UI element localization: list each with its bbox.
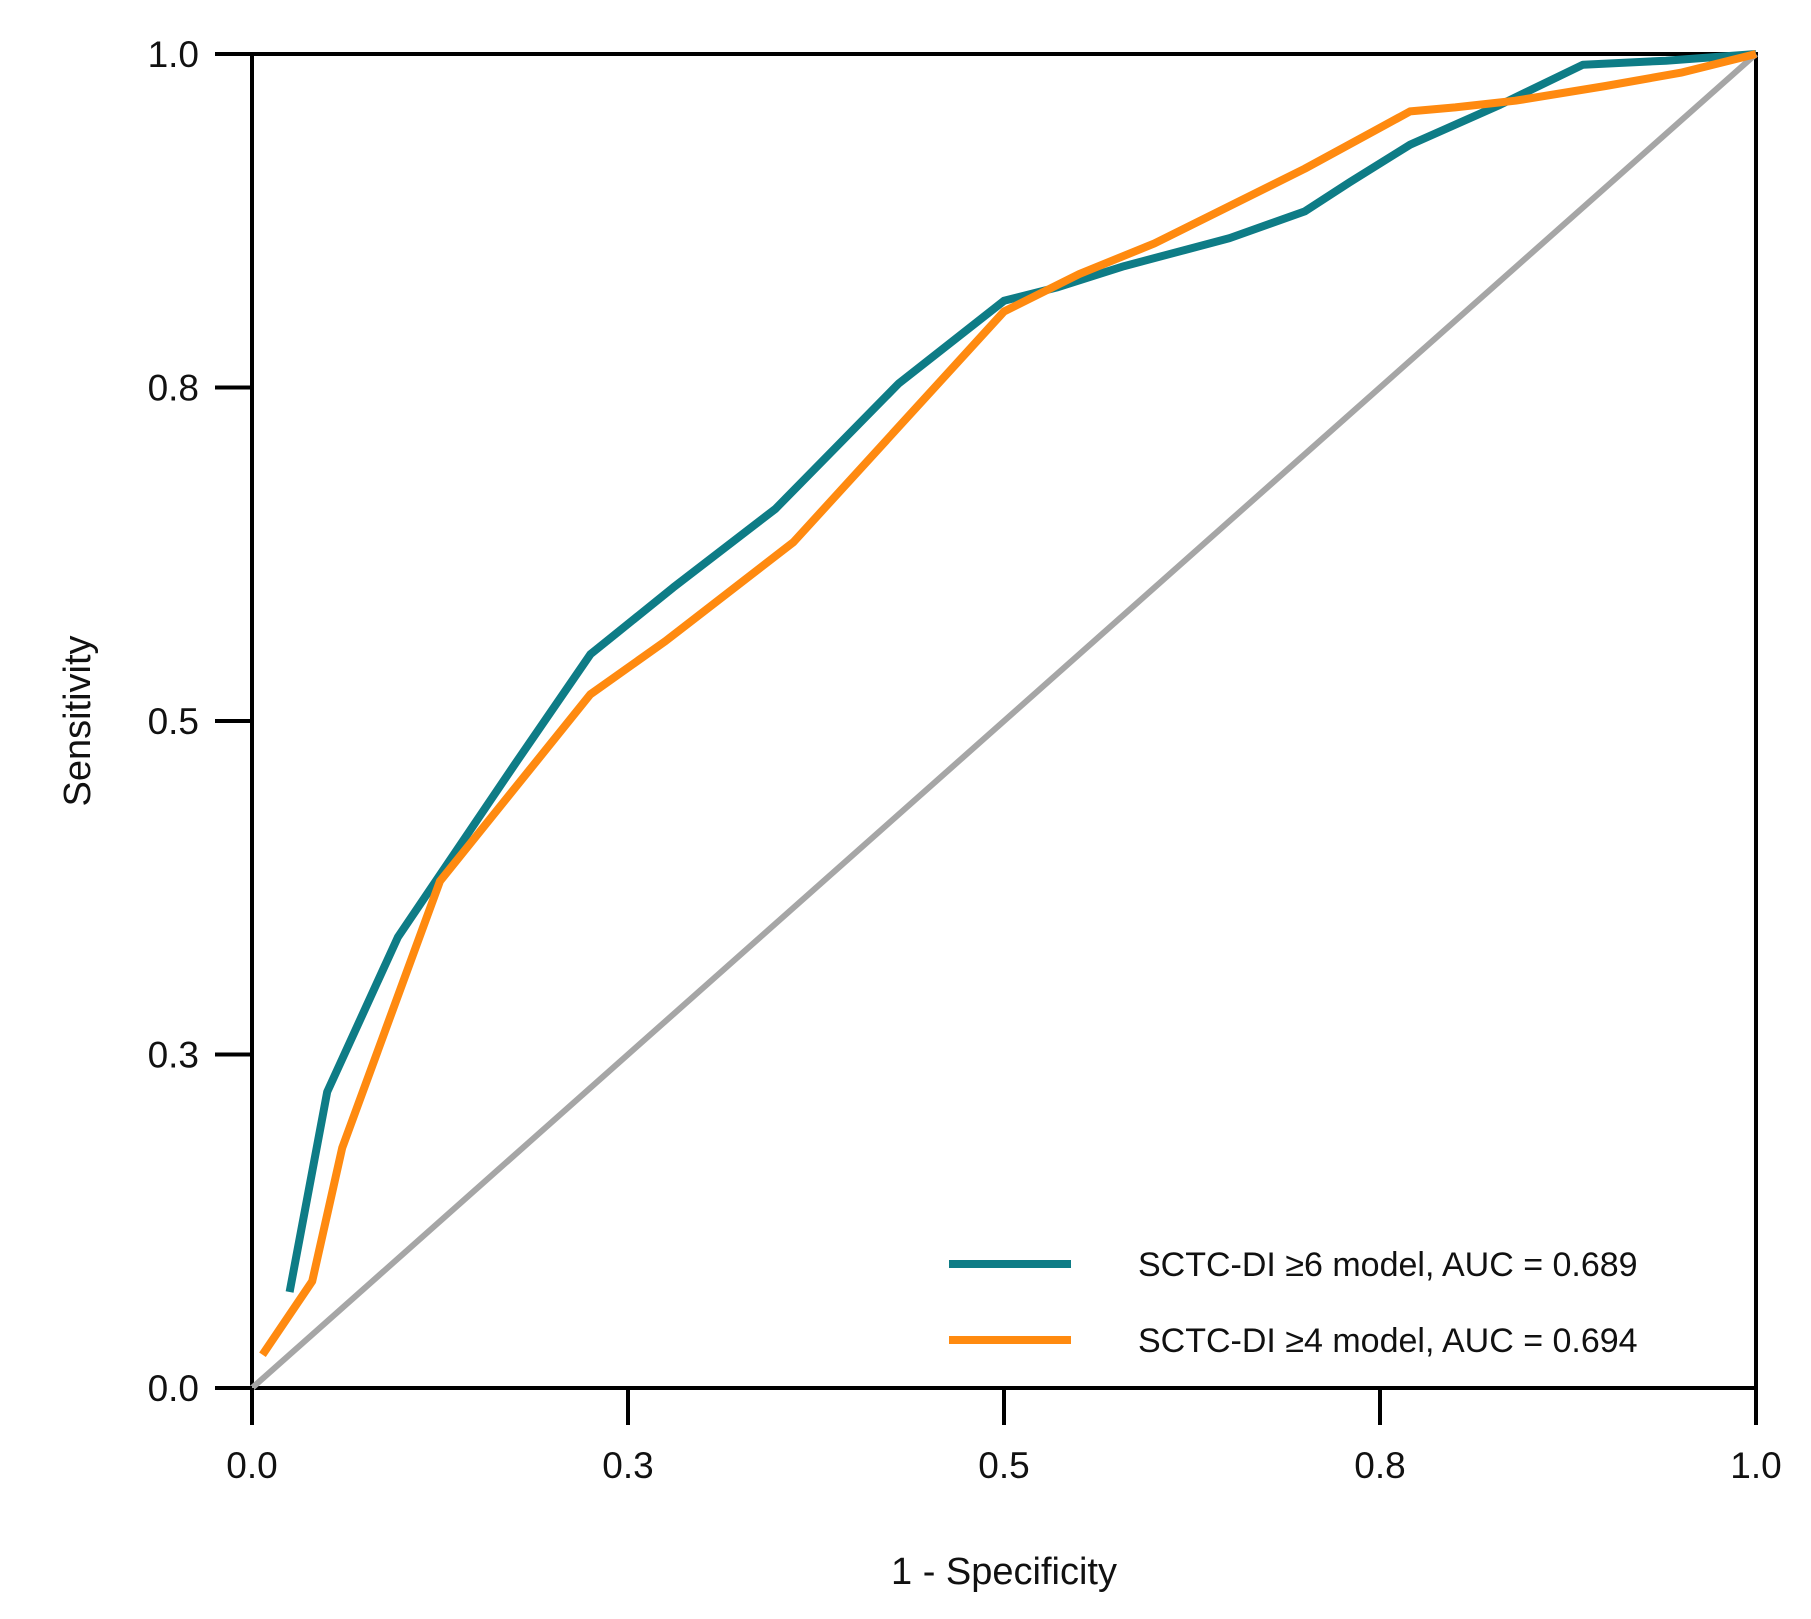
series-line-sctc-di-4 — [259, 50, 1757, 1357]
x-axis: 0.0 0.3 0.5 0.8 1.0 — [226, 1388, 1782, 1486]
legend-label-sctc-di-6: SCTC-DI ≥6 model, AUC = 0.689 — [1138, 1246, 1638, 1284]
y-axis: 0.0 0.3 0.5 0.8 1.0 — [148, 34, 252, 1409]
x-tick-label: 0.3 — [602, 1445, 653, 1486]
y-tick-label: 0.8 — [148, 368, 199, 409]
y-tick-label: 0.3 — [148, 1035, 199, 1076]
reference-line-layer — [250, 51, 1758, 1391]
legend-label-sctc-di-4: SCTC-DI ≥4 model, AUC = 0.694 — [1138, 1322, 1638, 1360]
x-tick-label: 1.0 — [1730, 1445, 1781, 1486]
y-tick-label: 0.0 — [148, 1368, 199, 1409]
y-tick-label: 0.5 — [148, 701, 199, 742]
x-tick-label: 0.8 — [1354, 1445, 1405, 1486]
chance-diagonal-line — [250, 51, 1758, 1391]
legend: SCTC-DI ≥6 model, AUC = 0.689 SCTC-DI ≥4… — [949, 1246, 1638, 1360]
x-tick-label: 0.5 — [978, 1445, 1029, 1486]
x-tick-label: 0.0 — [226, 1445, 277, 1486]
series-layer — [259, 50, 1757, 1357]
x-axis-title: 1 - Specificity — [891, 1551, 1117, 1593]
y-tick-label: 1.0 — [148, 34, 199, 75]
y-axis-title: Sensitivity — [57, 635, 99, 806]
series-line-sctc-di-6 — [285, 50, 1757, 1293]
